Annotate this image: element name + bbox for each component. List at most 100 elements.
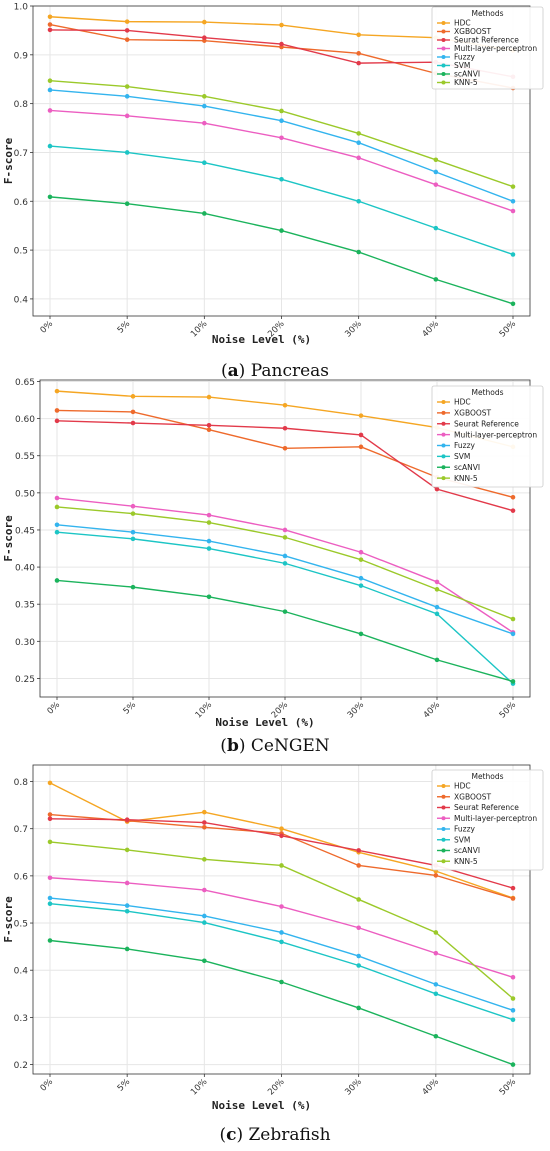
x-tick-label: 40% <box>422 700 442 720</box>
y-tick-label: 0.35 <box>15 601 35 611</box>
y-tick-label: 0.2 <box>14 1061 28 1071</box>
data-point <box>356 249 361 255</box>
data-point <box>510 1062 516 1067</box>
data-point <box>356 897 361 902</box>
data-point <box>124 19 130 24</box>
y-tick-label: 0.55 <box>15 452 35 462</box>
data-point <box>54 522 60 528</box>
data-point <box>54 408 60 413</box>
data-point <box>433 950 439 956</box>
legend-swatch-marker <box>441 837 446 842</box>
legend-swatch-marker <box>441 38 446 42</box>
data-point <box>47 14 53 20</box>
data-point <box>433 169 439 175</box>
y-tick-label: 0.7 <box>14 825 28 835</box>
y-tick-label: 0.60 <box>15 415 35 425</box>
y-tick-label: 0.9 <box>14 51 29 61</box>
legend-swatch-marker <box>441 80 446 85</box>
data-point <box>356 131 361 136</box>
legend-entry: scANVI <box>454 846 480 855</box>
data-point <box>54 529 60 535</box>
data-point <box>356 963 361 968</box>
legend-title: Methods <box>471 9 503 18</box>
data-point <box>279 177 284 182</box>
y-tick-label: 0.4 <box>14 295 29 305</box>
data-point <box>202 820 207 825</box>
data-point <box>510 885 516 891</box>
data-point <box>47 27 53 33</box>
data-point <box>434 587 440 592</box>
legend-entry: Fuzzy <box>454 53 476 62</box>
legend-entry: XGBOOST <box>454 792 492 801</box>
legend-title: Methods <box>471 388 503 397</box>
data-point <box>206 422 212 428</box>
data-point <box>358 631 364 637</box>
data-point <box>202 809 207 815</box>
y-axis-label: F-score <box>2 896 15 943</box>
legend-swatch-marker <box>441 827 446 831</box>
data-point <box>433 930 439 935</box>
data-point <box>47 812 53 817</box>
legend-entry: HDC <box>454 782 471 791</box>
legend-swatch-marker <box>441 72 446 76</box>
legend-entry: XGBOOST <box>454 409 492 418</box>
data-point <box>279 228 284 233</box>
data-point <box>130 394 136 399</box>
legend-swatch-marker <box>441 443 446 448</box>
x-tick-label: 50% <box>498 1077 518 1097</box>
data-point <box>202 913 207 919</box>
data-point <box>356 60 361 66</box>
chart-panel-1: 0.40.50.60.70.80.91.00% 5% 10% 20% 30% 40% 50%… <box>2 3 544 381</box>
x-tick-label: 30% <box>346 700 366 720</box>
y-tick-label: 0.50 <box>15 489 35 499</box>
data-point <box>356 1005 361 1011</box>
data-point <box>434 604 440 610</box>
data-point <box>54 495 60 501</box>
legend-entry: Seurat Reference <box>454 36 519 45</box>
data-point <box>356 51 361 56</box>
data-point <box>124 817 130 823</box>
data-point <box>282 553 288 559</box>
legend-swatch-marker <box>441 29 446 34</box>
data-point <box>206 394 212 400</box>
data-point <box>510 198 516 204</box>
legend-entry: Fuzzy <box>454 441 476 450</box>
legend-entry: Fuzzy <box>454 825 476 834</box>
x-tick-label: 0% <box>46 700 63 717</box>
data-point <box>358 575 364 581</box>
data-point <box>130 511 136 516</box>
legend-entry: HDC <box>454 398 471 407</box>
data-point <box>358 432 364 438</box>
data-point <box>358 557 364 562</box>
legend-entry: SVM <box>454 835 470 844</box>
panel-caption: (a) Pancreas <box>221 361 329 381</box>
data-point <box>124 28 130 33</box>
legend-swatch-marker <box>441 784 446 788</box>
legend-entry: scANVI <box>454 70 480 79</box>
x-tick-label: 0% <box>39 319 56 336</box>
caption-paren-close: ) <box>239 736 251 756</box>
y-tick-label: 0.30 <box>15 638 35 648</box>
x-axis-label: Noise Level (%) <box>212 333 311 346</box>
y-tick-label: 1.0 <box>14 3 29 13</box>
data-point <box>510 896 516 901</box>
legend-swatch-marker <box>441 476 446 481</box>
legend-entry: Multi-layer-perceptron <box>454 44 537 53</box>
data-point <box>282 445 288 451</box>
data-point <box>510 616 516 622</box>
legend-swatch-marker <box>441 410 446 415</box>
data-point <box>356 848 361 853</box>
legend-entry: Multi-layer-perceptron <box>454 430 537 439</box>
data-point <box>434 486 440 492</box>
data-point <box>130 409 136 415</box>
x-tick-label: 30% <box>343 319 363 339</box>
y-tick-label: 0.25 <box>15 675 35 685</box>
y-tick-label: 0.8 <box>14 100 29 110</box>
x-tick-label: 5% <box>116 319 133 336</box>
data-point <box>202 19 207 25</box>
data-point <box>279 979 284 985</box>
data-point <box>282 561 288 566</box>
caption-paren-open: ( <box>221 361 228 381</box>
data-point <box>206 427 212 433</box>
